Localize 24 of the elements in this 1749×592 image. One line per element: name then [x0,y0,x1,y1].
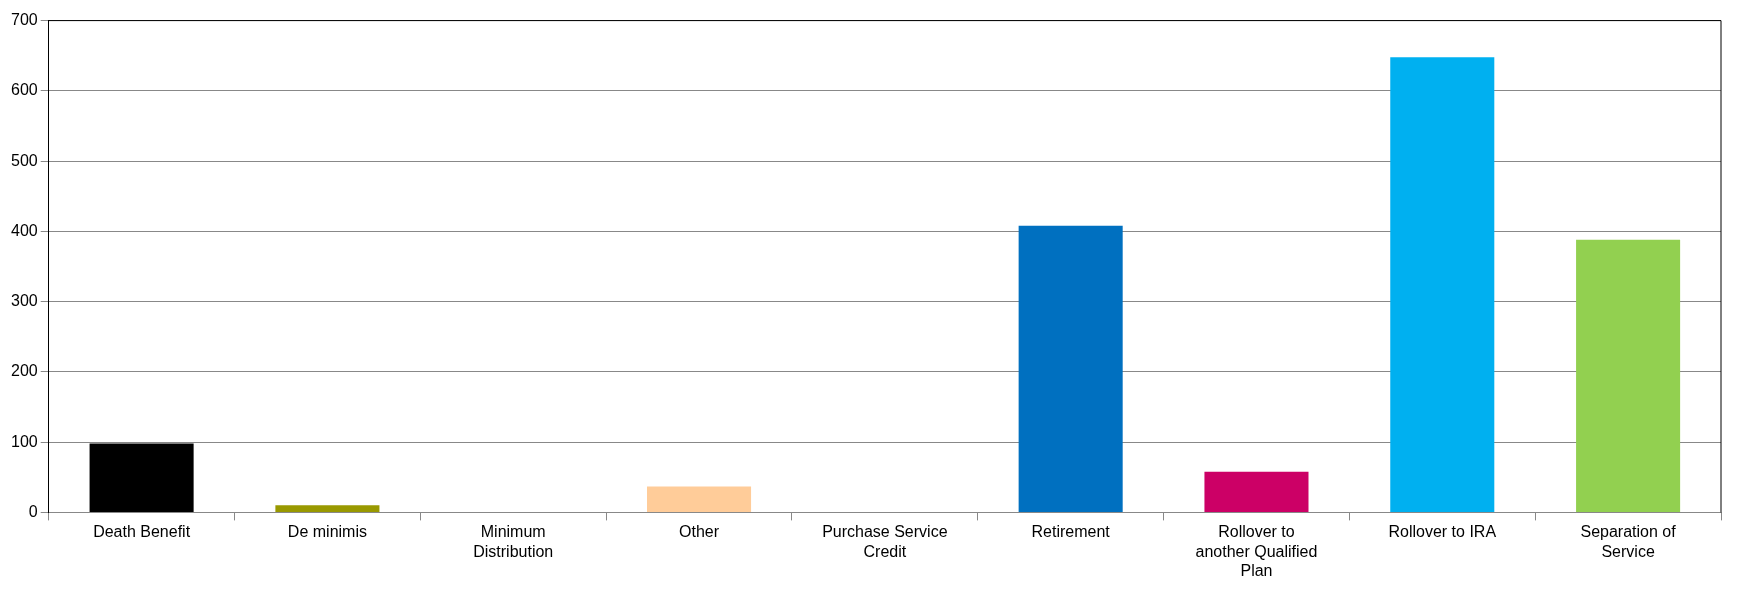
bar [89,443,194,512]
y-tick-label: 700 [10,11,38,29]
bar [1018,225,1123,512]
bar [1390,57,1495,512]
x-tick-label: Other [679,523,720,541]
x-tick-label: Death Benefit [93,523,191,541]
y-tick-label: 100 [10,432,38,450]
bar [275,505,380,512]
y-tick-label: 300 [10,292,38,310]
x-tick-label: Purchase Service Credit [822,523,948,560]
x-tick-label: Minimum Distribution [473,523,554,560]
x-tick-label: Rollover to another Qualified Plan [1195,523,1318,579]
y-tick-label: 400 [10,221,38,239]
bar [1204,471,1309,512]
x-tick-label: Rollover to IRA [1388,523,1497,541]
x-tick-label: De minimis [287,523,367,541]
y-tick-label: 0 [28,502,38,520]
y-tick-label: 600 [10,81,38,99]
x-tick-label: Separation of Service [1580,523,1677,560]
bar [647,486,752,512]
x-tick-label: Retirement [1031,523,1111,541]
y-tick-label: 500 [10,151,38,169]
y-tick-label: 200 [10,362,38,380]
bar [1576,239,1681,512]
